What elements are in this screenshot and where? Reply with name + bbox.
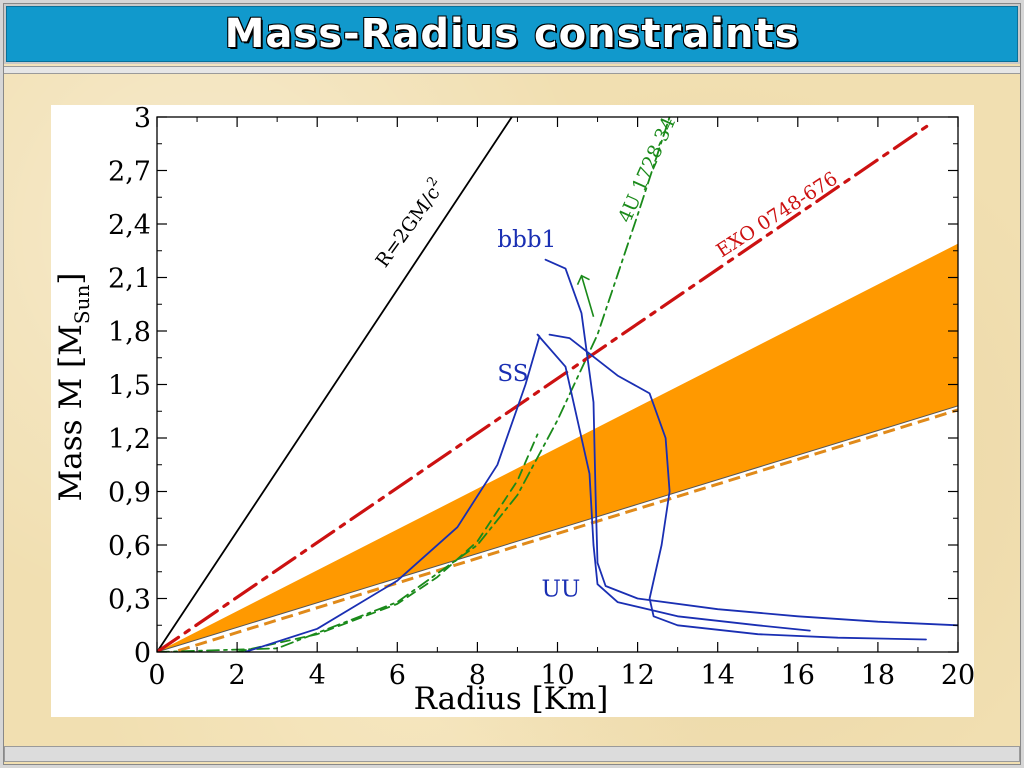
title-divider — [4, 66, 1020, 74]
x-tick-label: 20 — [941, 660, 974, 691]
series-line-4u-1728-34 — [157, 117, 671, 652]
mass-radius-chart: 0 2 4 6 8 10 12 14 16 18 20 0 0,3 0,6 0,9 1,2 1,5 1,8 2,1 2… — [53, 103, 975, 717]
x-tick-label: 16 — [781, 660, 815, 691]
y-tick-label: 1,5 — [108, 371, 151, 402]
x-tick-label: 14 — [701, 660, 735, 691]
y-axis-label: Mass M [MSun] — [53, 273, 94, 502]
x-tick-label: 0 — [148, 660, 165, 691]
series-line-ss — [244, 333, 811, 652]
annotation-bbb1: bbb1 — [497, 227, 556, 253]
x-tick-label: 12 — [620, 660, 654, 691]
y-tick-label: 0,6 — [108, 531, 151, 562]
y-tick-label: 0,9 — [108, 478, 151, 509]
x-tick-label: 10 — [540, 660, 574, 691]
x-tick-label: 8 — [469, 660, 486, 691]
annotation-r-2gm-c: R=2GM/c2 — [369, 174, 449, 271]
slide-title-bar: Mass-Radius constraints — [4, 4, 1020, 64]
slide-title: Mass-Radius constraints — [224, 11, 800, 57]
series-line-r-2gm-c — [157, 117, 513, 652]
x-tick-label: 18 — [861, 660, 895, 691]
constraint-band — [157, 243, 958, 652]
y-tick-label: 0 — [134, 638, 151, 669]
series-line-uu — [548, 333, 927, 641]
y-tick-label: 2,1 — [108, 264, 151, 295]
chart-panel: 0 2 4 6 8 10 12 14 16 18 20 0 0,3 0,6 0,9 1,2 1,5 1,8 2,1 2… — [51, 103, 975, 717]
annotation-uu: UU — [541, 577, 580, 603]
band-lower-dashed-edge — [168, 408, 958, 652]
y-tick-label: 1,2 — [108, 424, 151, 455]
y-tick-label: 1,8 — [108, 317, 151, 348]
annotation-exo-0748-676: EXO 0748-676 — [712, 168, 841, 263]
bottom-bar — [4, 746, 1020, 762]
x-tick-label: 4 — [309, 660, 326, 691]
arrow-icon — [576, 274, 595, 317]
annotation-4u-1728-34: 4U 1728-34 — [614, 114, 680, 226]
y-tick-label: 2,4 — [108, 210, 151, 241]
band-lower-edge — [157, 405, 958, 652]
x-tick-label: 2 — [229, 660, 246, 691]
series-line-exo-0748-676 — [157, 122, 932, 652]
x-axis-label: Radius [Km] — [414, 681, 609, 717]
y-tick-label: 3 — [134, 105, 151, 134]
y-tick-label: 0,3 — [108, 585, 151, 616]
series-line-bbb1 — [544, 258, 958, 627]
x-tick-label: 6 — [389, 660, 406, 691]
series-line-curve-2 — [236, 433, 539, 652]
annotation-ss: SS — [497, 361, 528, 387]
y-tick-label: 2,7 — [108, 157, 151, 188]
